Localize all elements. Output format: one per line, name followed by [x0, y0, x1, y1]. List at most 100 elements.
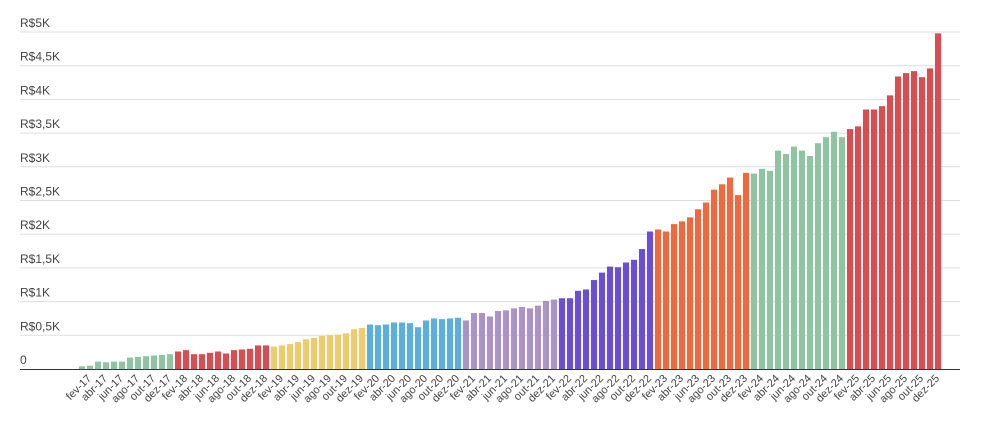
bar — [350, 329, 358, 369]
bar — [190, 354, 198, 369]
bar — [142, 356, 150, 369]
y-tick-label: R$4K — [20, 83, 50, 97]
bar — [294, 342, 302, 369]
bar — [150, 355, 158, 369]
bar — [598, 272, 606, 369]
bars — [78, 33, 942, 370]
bar — [758, 168, 766, 369]
bar — [158, 354, 166, 369]
bar — [830, 131, 838, 369]
bar — [766, 170, 774, 369]
bar — [822, 137, 830, 369]
bar — [678, 221, 686, 369]
bar — [374, 325, 382, 369]
bar — [182, 350, 190, 369]
bar — [710, 189, 718, 369]
bar — [734, 195, 742, 369]
y-axis-ticks: 0 R$0,5K R$1K R$1,5K R$2K R$2,5K R$3K R$3,5K R$4… — [20, 16, 60, 367]
bar — [726, 177, 734, 369]
bar — [398, 322, 406, 369]
bar — [630, 259, 638, 369]
bar — [790, 146, 798, 369]
bar — [174, 351, 182, 369]
bar — [686, 217, 694, 369]
gridlines — [20, 31, 960, 336]
bar — [670, 224, 678, 369]
bar — [582, 289, 590, 369]
bar — [846, 129, 854, 369]
bar — [854, 126, 862, 369]
bar — [438, 319, 446, 369]
y-tick-label: R$1,5K — [20, 252, 60, 266]
bar — [326, 335, 334, 369]
bar — [470, 313, 478, 369]
bar — [838, 137, 846, 369]
bar — [366, 324, 374, 369]
bar — [926, 68, 934, 370]
y-tick-label: R$3K — [20, 151, 50, 165]
bar — [430, 318, 438, 369]
bar — [870, 109, 878, 369]
bar — [774, 150, 782, 369]
bar — [550, 299, 558, 369]
bar — [198, 354, 206, 369]
bar — [798, 150, 806, 369]
bar — [126, 357, 134, 369]
y-tick-label: R$4,5K — [20, 50, 60, 64]
bar — [934, 33, 942, 369]
bar — [782, 153, 790, 369]
bar — [518, 306, 526, 369]
bar — [502, 310, 510, 369]
bar — [614, 267, 622, 369]
bar — [750, 173, 758, 369]
bar — [86, 365, 94, 369]
bar — [702, 202, 710, 369]
bar — [270, 346, 278, 369]
bar — [718, 184, 726, 369]
bar — [246, 348, 254, 369]
bar — [134, 356, 142, 369]
bar — [286, 344, 294, 369]
bar — [862, 109, 870, 369]
y-tick-label: R$3,5K — [20, 117, 60, 131]
bar — [390, 322, 398, 369]
bar — [478, 313, 486, 369]
bar — [574, 290, 582, 369]
bar — [814, 143, 822, 369]
bar — [318, 335, 326, 369]
bar — [910, 71, 918, 369]
bar — [214, 351, 222, 369]
bar — [278, 345, 286, 369]
bar — [694, 209, 702, 369]
bar — [534, 305, 542, 369]
y-tick-label: R$2,5K — [20, 185, 60, 199]
bar — [646, 231, 654, 369]
bar — [918, 77, 926, 369]
bar — [262, 345, 270, 369]
bar — [406, 323, 414, 369]
bar — [222, 353, 230, 369]
y-tick-label: R$5K — [20, 16, 50, 30]
bar — [542, 300, 550, 369]
bar — [230, 350, 238, 369]
bar — [878, 106, 886, 369]
bar — [310, 338, 318, 369]
bar — [382, 324, 390, 369]
bar — [566, 298, 574, 369]
bar — [342, 333, 350, 369]
bar — [606, 266, 614, 369]
bar — [902, 73, 910, 370]
bar — [334, 334, 342, 369]
bar — [302, 339, 310, 369]
bar — [254, 345, 262, 369]
bar — [494, 311, 502, 369]
bar — [454, 317, 462, 369]
bar — [462, 320, 470, 369]
bar — [558, 298, 566, 369]
bar — [446, 318, 454, 369]
bar — [118, 361, 126, 369]
bar — [742, 172, 750, 369]
bar — [510, 308, 518, 369]
bar — [638, 249, 646, 369]
